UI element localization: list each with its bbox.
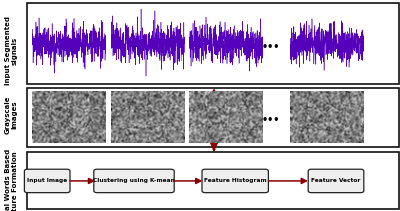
Text: •••: ••• [262,115,280,125]
FancyBboxPatch shape [24,169,70,193]
Bar [27,3,399,84]
FancyBboxPatch shape [202,169,268,193]
Text: Feature Histogram: Feature Histogram [204,179,266,183]
Text: •••: ••• [262,42,280,53]
Bar [27,152,399,209]
FancyBboxPatch shape [308,169,364,193]
Text: Feature Vector: Feature Vector [311,179,361,183]
Text: Clustering using K-mean: Clustering using K-mean [93,179,175,183]
Text: Input Segmented
signals: Input Segmented signals [5,16,18,85]
Bar [27,88,399,147]
Text: Input Image: Input Image [27,179,67,183]
Text: Visual Words Based
Feature Formation: Visual Words Based Feature Formation [5,149,18,211]
FancyBboxPatch shape [94,169,174,193]
Text: Grayscale
Images: Grayscale Images [5,96,18,134]
